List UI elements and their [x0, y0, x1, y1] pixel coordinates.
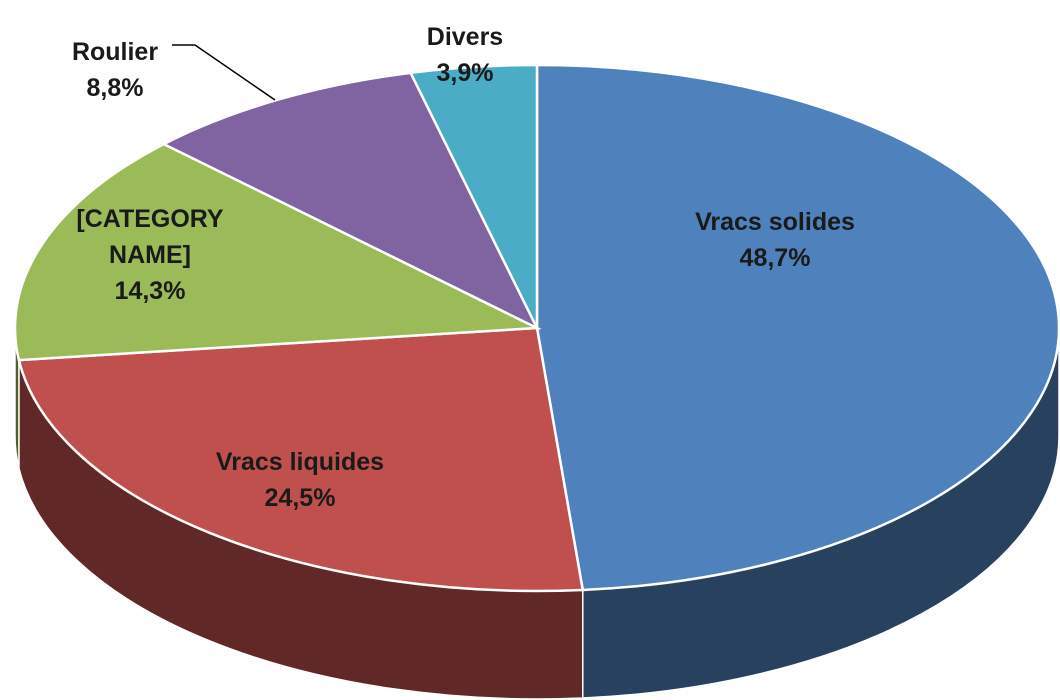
slice-label: Divers 3,9% [385, 19, 545, 91]
value-label: 14,3% [114, 277, 186, 305]
slice-label: Roulier 8,8% [35, 34, 195, 106]
slice-label: Vracs solides 48,7% [625, 204, 925, 276]
value-label: 3,9% [436, 59, 494, 87]
value-label: 48,7% [739, 244, 811, 272]
leader-line [172, 44, 276, 101]
category-label: Divers [426, 23, 504, 51]
pie-slice [13, 142, 542, 362]
pie-slice [161, 71, 540, 331]
pie-slice [408, 63, 539, 329]
slice-label: Vracs liquides 24,5% [170, 444, 430, 516]
value-label: 24,5% [264, 484, 336, 512]
pie-slice [17, 326, 585, 593]
category-label: Vracs liquides [215, 448, 385, 476]
value-label: 8,8% [86, 74, 144, 102]
category-label: [CATEGORY NAME] [76, 205, 224, 269]
category-label: Vracs solides [695, 208, 855, 236]
category-label: Roulier [71, 38, 159, 66]
slice-label: [CATEGORY NAME] 14,3% [55, 201, 245, 309]
pie-slice [535, 63, 1060, 592]
